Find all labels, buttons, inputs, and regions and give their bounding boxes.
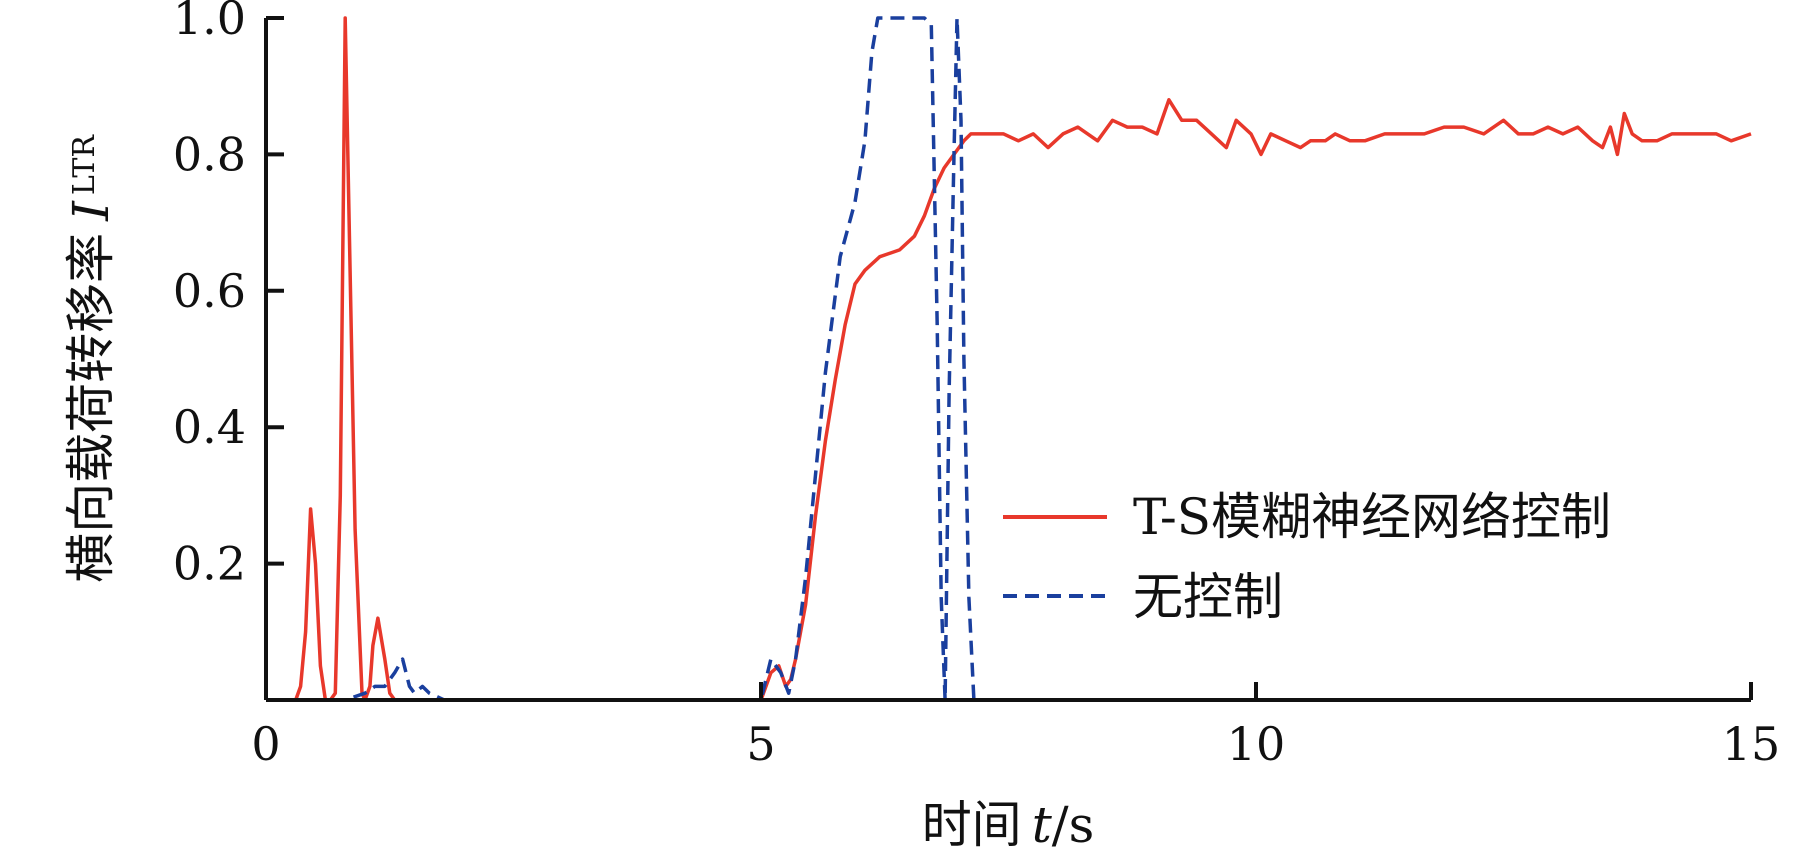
x-axis-title-prefix: 时间 bbox=[922, 796, 1022, 854]
y-tick-label: 0.2 bbox=[173, 537, 246, 591]
x-axis-title: 时间 t/s bbox=[922, 796, 1095, 854]
series-line-1 bbox=[266, 16, 1752, 702]
y-axis-title-sub: LTR bbox=[67, 134, 102, 195]
x-ticks: 0 5 10 15 bbox=[251, 682, 1780, 771]
y-tick-label: 0.8 bbox=[173, 127, 246, 181]
x-tick-label: 0 bbox=[251, 717, 280, 771]
legend: T-S模糊神经网络控制 无控制 bbox=[1003, 488, 1611, 626]
y-tick-label: 0.6 bbox=[173, 264, 246, 318]
series-line-2 bbox=[266, 16, 976, 702]
legend-label-none: 无控制 bbox=[1133, 568, 1283, 626]
x-axis-title-sep: / bbox=[1052, 796, 1069, 854]
x-tick-label: 15 bbox=[1722, 717, 1781, 771]
y-axis-title: 横向载荷转移率 I LTR bbox=[62, 134, 120, 583]
y-axis-title-var: I bbox=[62, 200, 120, 222]
y-tick-label: 1.0 bbox=[173, 0, 246, 45]
y-axis-title-prefix: 横向载荷转移率 bbox=[62, 233, 120, 583]
legend-label-ts: T-S模糊神经网络控制 bbox=[1133, 488, 1611, 546]
y-ticks: 0.2 0.4 0.6 0.8 1.0 bbox=[173, 0, 284, 591]
x-axis-title-var: t bbox=[1032, 796, 1053, 854]
x-axis-title-unit: s bbox=[1069, 796, 1095, 854]
x-tick-label: 5 bbox=[746, 717, 775, 771]
x-tick-label: 10 bbox=[1227, 717, 1286, 771]
y-tick-label: 0.4 bbox=[173, 400, 246, 454]
plot-area bbox=[266, 16, 1752, 702]
